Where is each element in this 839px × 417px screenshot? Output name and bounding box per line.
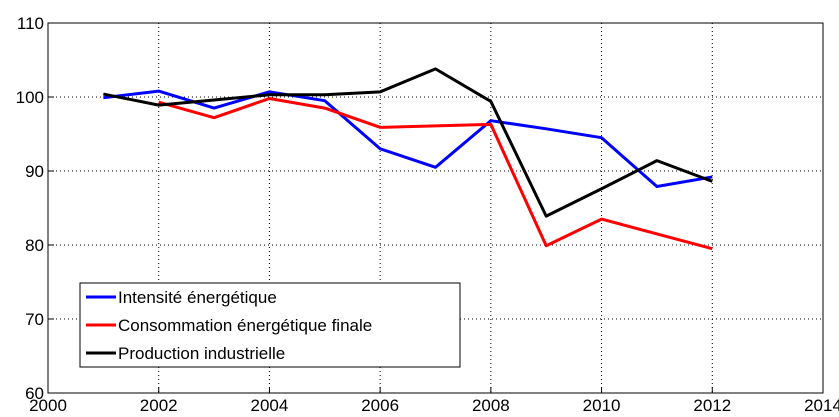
series-line <box>103 67 713 218</box>
x-tick-label: 2012 <box>693 396 731 415</box>
y-tick-label: 100 <box>16 88 44 107</box>
x-tick-label: 2004 <box>251 396 289 415</box>
legend-box <box>79 282 461 368</box>
y-tick-label: 70 <box>25 310 44 329</box>
y-tick-label: 110 <box>17 14 44 33</box>
y-tick-label: 80 <box>25 236 44 255</box>
y-tick-label: 90 <box>25 162 44 181</box>
x-tick-label: 2010 <box>583 396 621 415</box>
legend-label: Production industrielle <box>118 344 285 363</box>
x-tick-label: 2008 <box>472 396 510 415</box>
legend-label: Intensité énergétique <box>118 288 277 307</box>
x-tick-label: 2002 <box>140 396 178 415</box>
x-tick-label: 2014 <box>804 396 839 415</box>
plot-frame <box>47 22 824 394</box>
series-line <box>158 96 713 251</box>
x-tick-label: 2006 <box>361 396 399 415</box>
legend-label: Consommation énergétique finale <box>118 316 372 335</box>
x-tick-label: 2000 <box>29 396 67 415</box>
series-line <box>103 89 713 189</box>
y-tick-label: 60 <box>25 384 44 403</box>
